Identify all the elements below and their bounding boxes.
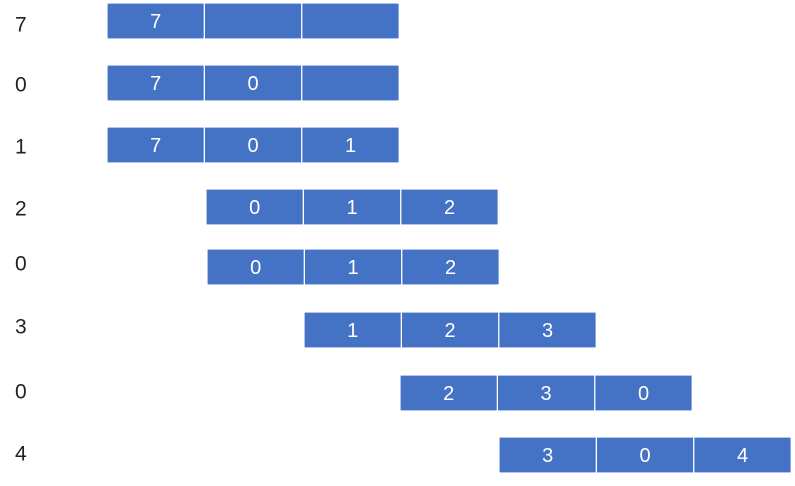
frame-value: 2 <box>445 320 456 342</box>
reference-label: 7 <box>15 14 27 37</box>
reference-label: 0 <box>15 381 27 404</box>
frame-value: 7 <box>150 11 161 33</box>
frame-value: 2 <box>445 257 456 279</box>
frame-value: 2 <box>444 197 455 219</box>
frame-value: 0 <box>248 73 259 95</box>
frame-cell <box>106 64 206 102</box>
frame-cell <box>496 374 596 412</box>
frame-cell <box>498 436 598 474</box>
frame-value: 4 <box>737 445 748 467</box>
frame-value: 0 <box>638 383 649 405</box>
frame-cell <box>400 311 500 349</box>
reference-label: 4 <box>15 443 27 466</box>
frame-cell <box>401 248 500 286</box>
frame-value: 1 <box>347 320 358 342</box>
frame-cell <box>303 311 403 349</box>
frame-value: 1 <box>345 135 356 157</box>
frame-value: 1 <box>347 197 358 219</box>
frame-cell <box>498 311 597 349</box>
reference-label: 2 <box>15 198 27 221</box>
frame-cell <box>301 126 400 164</box>
frame-cell <box>203 126 303 164</box>
frame-cell <box>203 64 303 102</box>
frame-cell <box>399 374 499 412</box>
frame-value: 0 <box>248 135 259 157</box>
frame-cell <box>203 2 303 40</box>
frame-cell <box>301 64 400 102</box>
frame-value: 3 <box>542 445 553 467</box>
reference-label: 0 <box>15 74 27 97</box>
frame-value: 7 <box>150 73 161 95</box>
frame-cell <box>595 436 695 474</box>
frame-value: 7 <box>150 135 161 157</box>
reference-label: 1 <box>15 136 27 159</box>
frame-value: 2 <box>443 383 454 405</box>
frame-value: 0 <box>250 257 261 279</box>
reference-label: 3 <box>15 316 27 339</box>
frame-cell <box>693 436 792 474</box>
frame-cell <box>301 2 400 40</box>
frame-cell <box>594 374 693 412</box>
frame-value: 1 <box>348 257 359 279</box>
frame-value: 3 <box>542 320 553 342</box>
frame-value: 0 <box>249 197 260 219</box>
frame-cell <box>302 188 402 226</box>
frame-cell <box>206 248 306 286</box>
frame-value: 3 <box>541 383 552 405</box>
frame-cell <box>106 2 206 40</box>
frame-cell <box>205 188 305 226</box>
frame-cell <box>400 188 499 226</box>
reference-label: 0 <box>15 253 27 276</box>
frame-value: 0 <box>640 445 651 467</box>
